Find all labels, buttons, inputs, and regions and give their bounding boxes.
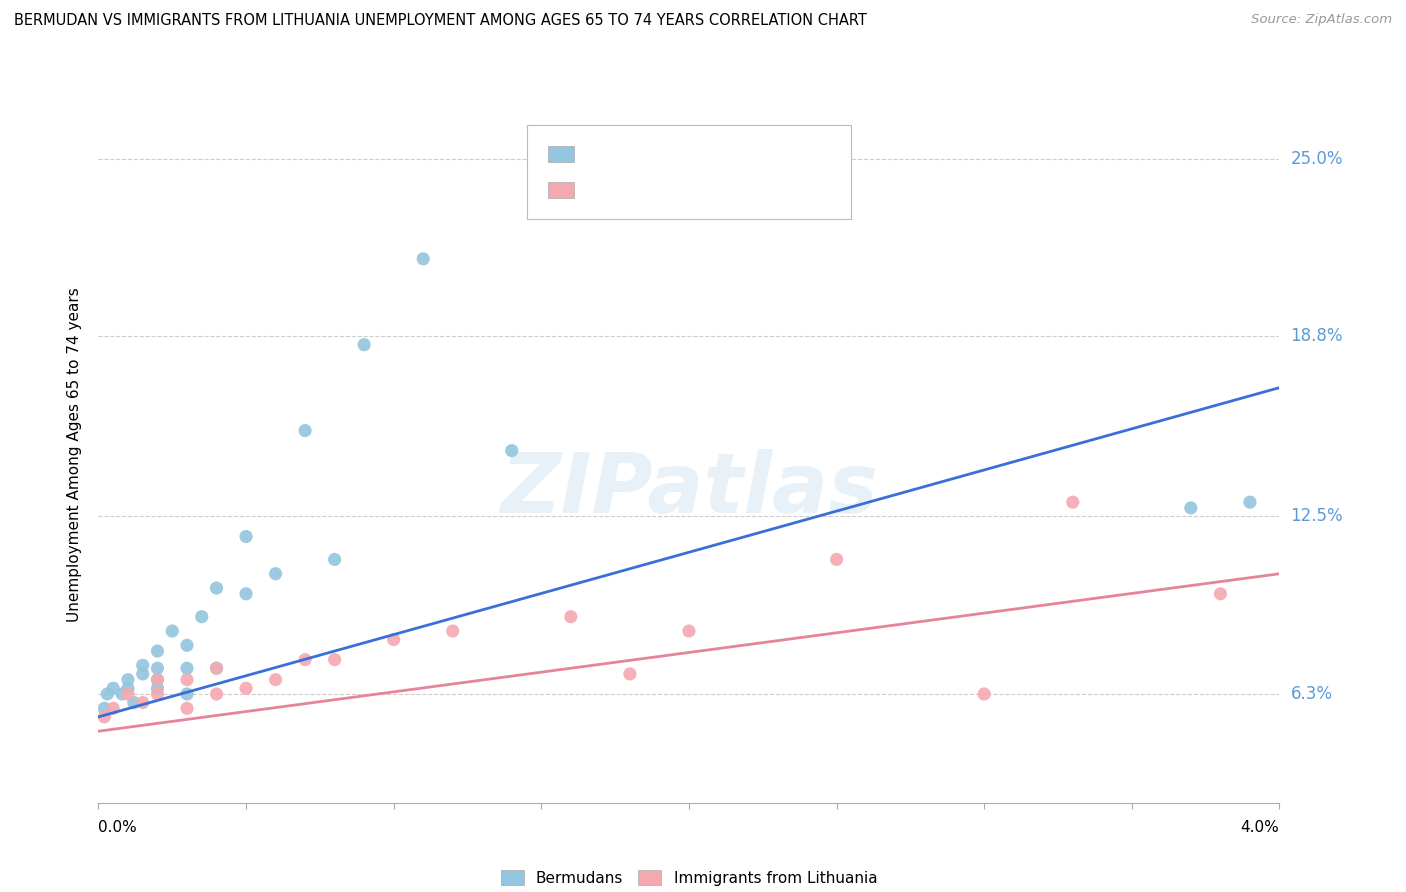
- Point: [146, 687, 169, 701]
- Point: [205, 661, 228, 675]
- Text: N = 23: N = 23: [693, 183, 751, 197]
- Text: 4.0%: 4.0%: [1240, 820, 1279, 835]
- Point: [560, 609, 582, 624]
- Point: [441, 624, 464, 638]
- Point: [117, 687, 139, 701]
- Text: 25.0%: 25.0%: [1291, 150, 1343, 168]
- Point: [103, 681, 124, 696]
- Point: [323, 653, 346, 667]
- Point: [412, 252, 434, 266]
- Text: 6.3%: 6.3%: [1291, 685, 1333, 703]
- Point: [323, 552, 346, 566]
- Point: [162, 624, 183, 638]
- Point: [122, 696, 145, 710]
- Point: [176, 687, 198, 701]
- Point: [973, 687, 995, 701]
- Point: [132, 696, 155, 710]
- Text: Source: ZipAtlas.com: Source: ZipAtlas.com: [1251, 13, 1392, 27]
- Point: [117, 681, 139, 696]
- Point: [264, 673, 287, 687]
- Point: [205, 581, 228, 595]
- Point: [176, 701, 198, 715]
- Point: [176, 638, 198, 652]
- Point: [132, 658, 155, 673]
- Point: [96, 687, 118, 701]
- Point: [146, 644, 169, 658]
- Text: 12.5%: 12.5%: [1291, 508, 1343, 525]
- Point: [1209, 587, 1232, 601]
- Point: [205, 661, 228, 675]
- Point: [264, 566, 287, 581]
- Text: ZIPatlas: ZIPatlas: [501, 450, 877, 530]
- Text: 18.8%: 18.8%: [1291, 327, 1343, 345]
- Text: BERMUDAN VS IMMIGRANTS FROM LITHUANIA UNEMPLOYMENT AMONG AGES 65 TO 74 YEARS COR: BERMUDAN VS IMMIGRANTS FROM LITHUANIA UN…: [14, 13, 868, 29]
- Point: [93, 701, 115, 715]
- Point: [117, 673, 139, 687]
- Text: R =  0.314: R = 0.314: [585, 147, 666, 161]
- Point: [146, 673, 169, 687]
- Point: [825, 552, 848, 566]
- Point: [235, 587, 257, 601]
- Point: [1062, 495, 1084, 509]
- Text: R =  0.470: R = 0.470: [585, 183, 666, 197]
- Point: [294, 653, 316, 667]
- Point: [501, 443, 523, 458]
- Point: [678, 624, 700, 638]
- Point: [146, 681, 169, 696]
- Point: [103, 701, 124, 715]
- Point: [146, 673, 169, 687]
- Point: [294, 424, 316, 438]
- Point: [235, 529, 257, 543]
- Point: [353, 337, 375, 351]
- Point: [205, 687, 228, 701]
- Point: [1239, 495, 1261, 509]
- Point: [132, 667, 155, 681]
- Point: [1180, 500, 1202, 515]
- Point: [191, 609, 214, 624]
- Point: [111, 687, 134, 701]
- Y-axis label: Unemployment Among Ages 65 to 74 years: Unemployment Among Ages 65 to 74 years: [67, 287, 83, 623]
- Point: [176, 673, 198, 687]
- Point: [382, 632, 405, 647]
- Legend: Bermudans, Immigrants from Lithuania: Bermudans, Immigrants from Lithuania: [501, 870, 877, 886]
- Point: [176, 661, 198, 675]
- Point: [93, 710, 115, 724]
- Text: 0.0%: 0.0%: [98, 820, 138, 835]
- Text: N = 30: N = 30: [693, 147, 751, 161]
- Point: [235, 681, 257, 696]
- Point: [146, 661, 169, 675]
- Point: [619, 667, 641, 681]
